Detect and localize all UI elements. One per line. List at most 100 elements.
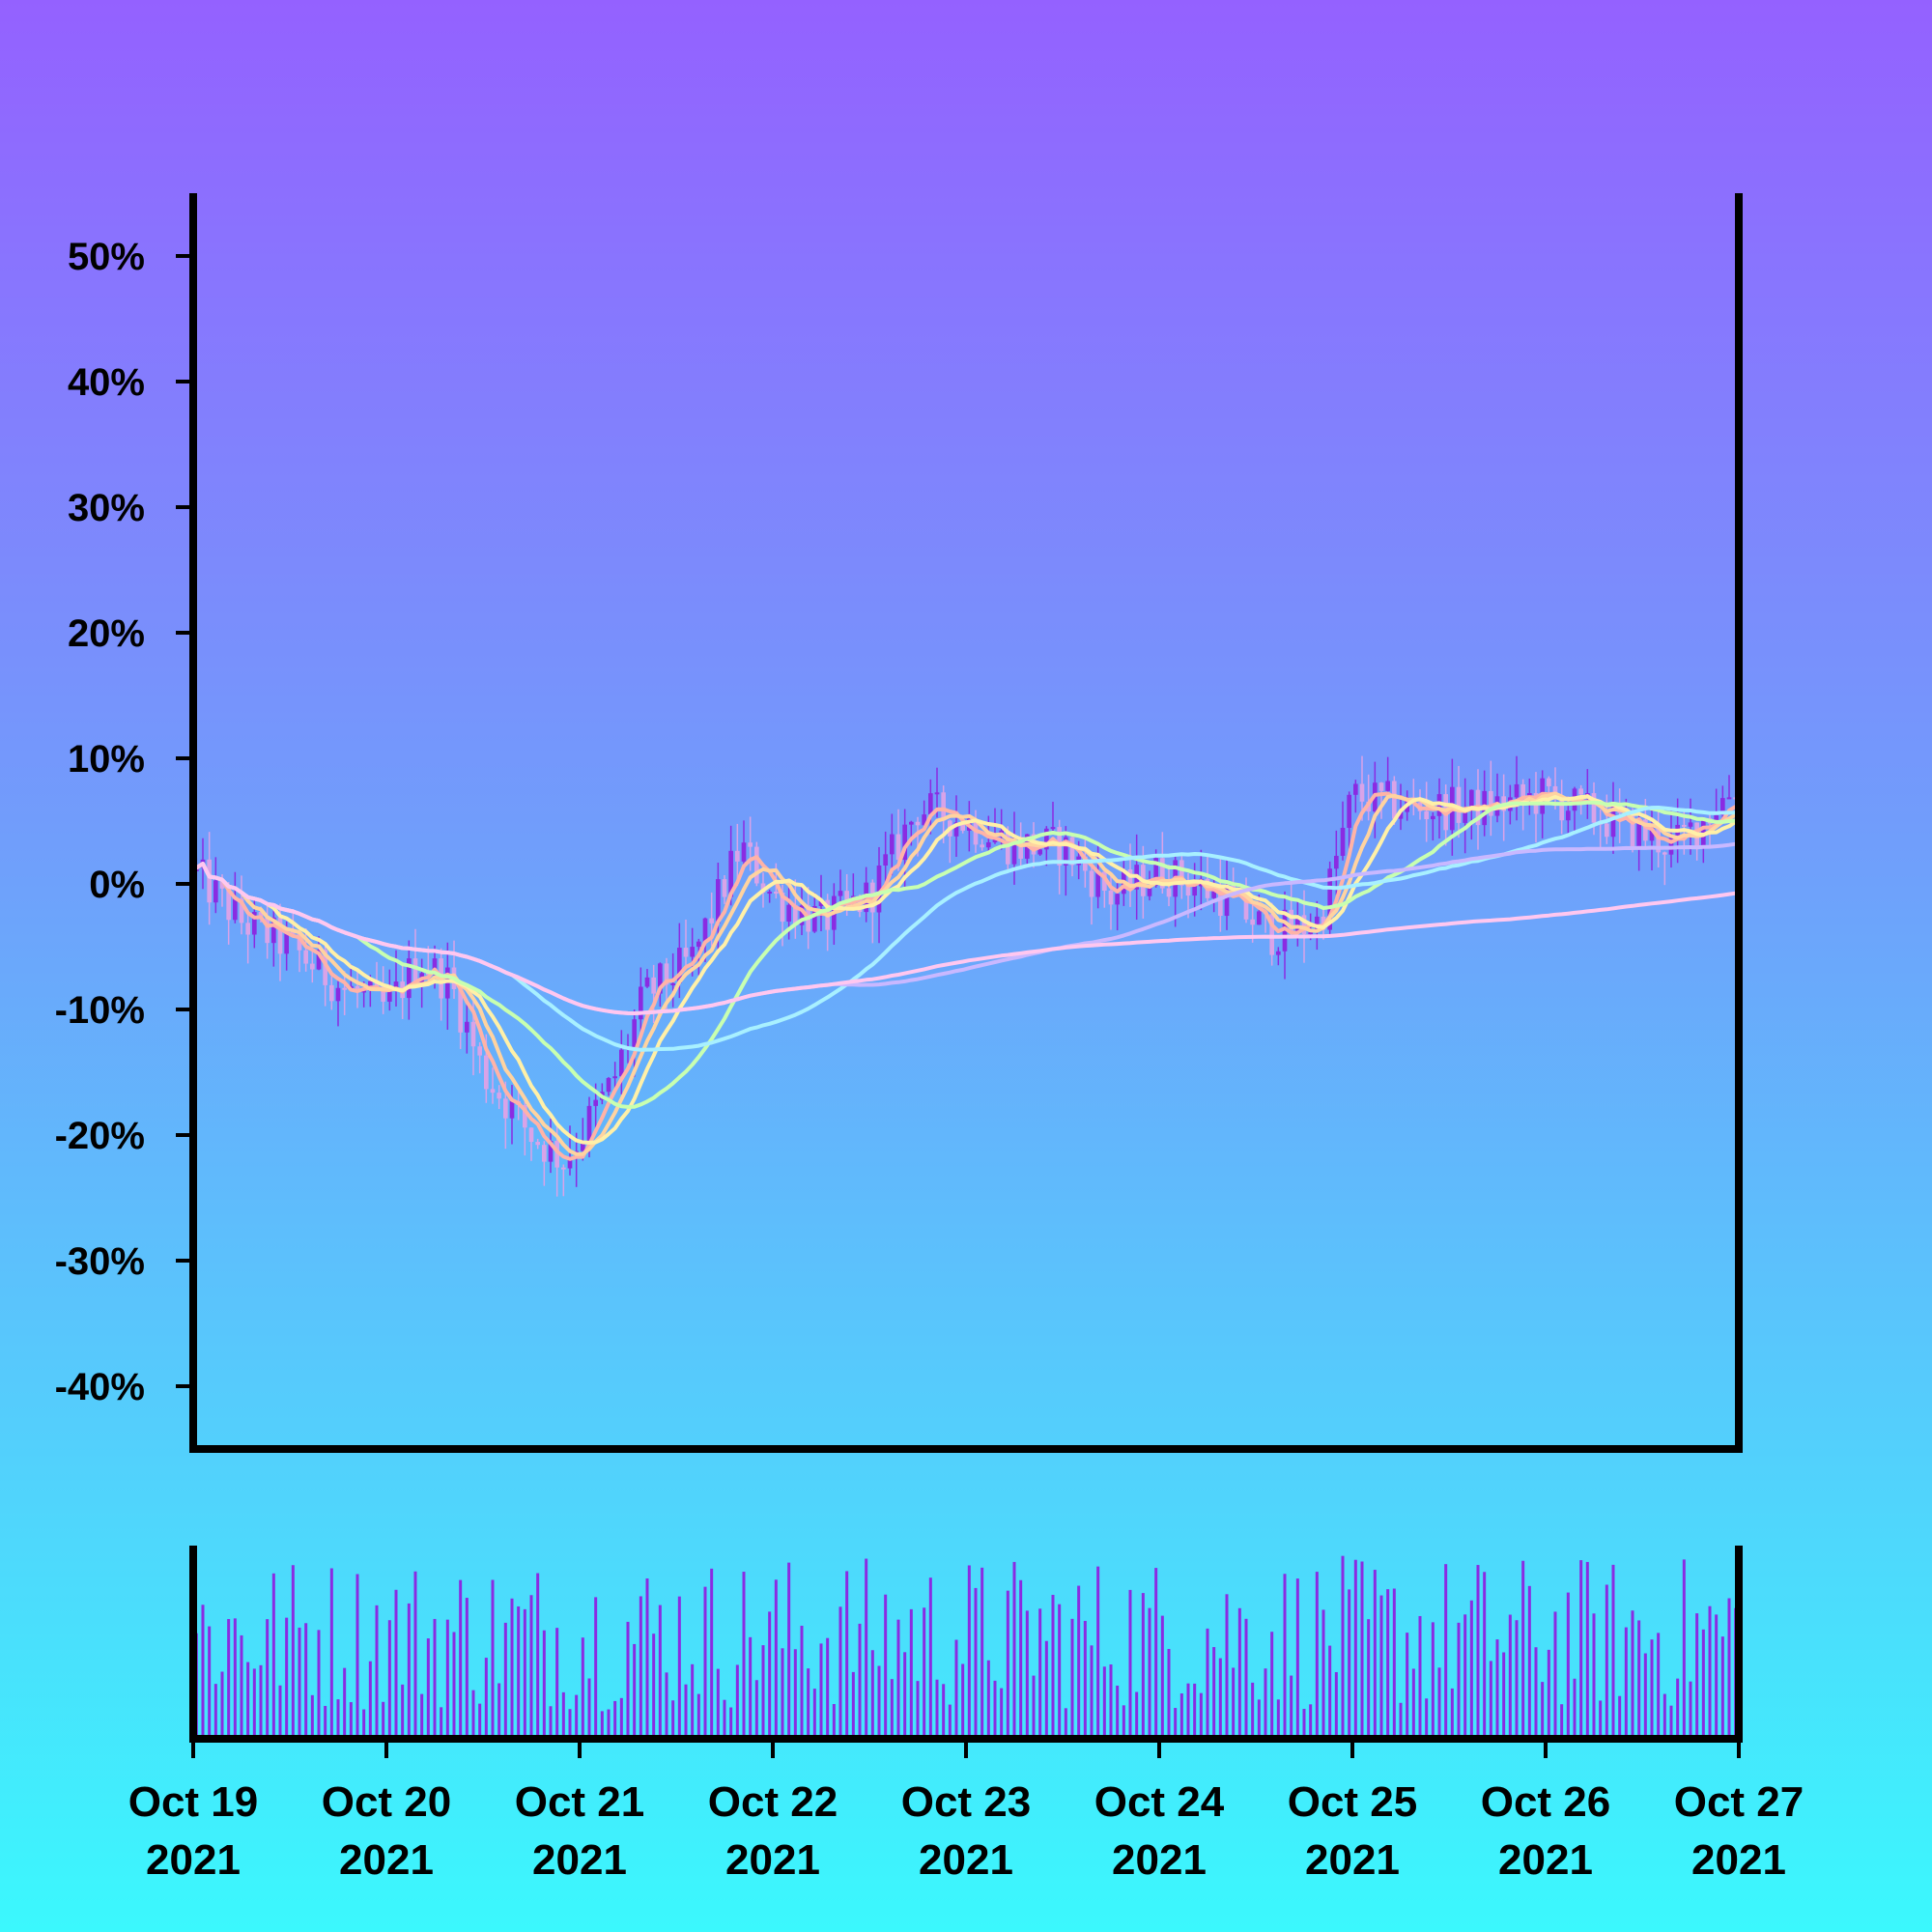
volume-bar: [607, 1709, 611, 1739]
candle-body: [741, 842, 747, 862]
candle-body: [1636, 819, 1641, 849]
volume-bar: [1720, 1636, 1724, 1739]
volume-bar: [884, 1594, 888, 1739]
candle-body: [335, 987, 341, 1002]
volume-bar: [1399, 1702, 1403, 1739]
y-tick-label: -40%: [55, 1366, 145, 1408]
volume-bar: [1715, 1614, 1719, 1739]
moving-average-line-5: [195, 791, 1737, 1161]
candle-body: [1095, 871, 1100, 897]
candle-body: [928, 793, 933, 815]
volume-bar: [1682, 1559, 1686, 1739]
candle-body: [1431, 815, 1435, 820]
y-tick-label: 40%: [68, 361, 145, 404]
volume-bar: [1334, 1671, 1338, 1739]
volume-bar: [1025, 1610, 1029, 1739]
volume-bar: [665, 1672, 668, 1739]
volume-bar: [1489, 1661, 1492, 1739]
candle-body: [1276, 951, 1281, 955]
candle-body: [1552, 785, 1558, 797]
candle-body: [1011, 838, 1017, 865]
candle-body: [909, 821, 914, 825]
volume-bar: [613, 1700, 617, 1739]
volume-bar: [445, 1619, 449, 1739]
candle-body: [1649, 827, 1655, 841]
volume-bar: [1444, 1564, 1448, 1739]
volume-bar: [355, 1574, 359, 1739]
candle-body: [1160, 858, 1165, 889]
volume-bar: [1457, 1622, 1461, 1739]
volume-bar: [1199, 1692, 1203, 1739]
volume-bar: [382, 1701, 385, 1739]
volume-bar: [1064, 1708, 1067, 1739]
volume-bar: [1534, 1647, 1538, 1739]
volume-bar: [961, 1663, 965, 1739]
candle-body: [561, 1167, 566, 1170]
candle-body: [1456, 786, 1462, 823]
x-tick-label-year: 2021: [1498, 1836, 1593, 1884]
candle-body: [683, 948, 689, 957]
volume-bar: [787, 1562, 791, 1739]
candle-body: [606, 1077, 611, 1093]
volume-bar: [394, 1589, 398, 1739]
candle-body: [323, 950, 327, 985]
candle-body: [303, 950, 308, 964]
volume-bar: [1592, 1613, 1596, 1739]
candle-body: [1353, 783, 1358, 795]
volume-bar: [1418, 1615, 1422, 1739]
volume-bar: [220, 1671, 224, 1739]
candle-body: [1720, 798, 1725, 815]
candle-body: [465, 1021, 469, 1033]
x-tick-label: Oct 27: [1674, 1778, 1804, 1826]
volume-bar: [1483, 1572, 1487, 1739]
volume-bar: [812, 1689, 816, 1739]
x-tick-label: Oct 20: [322, 1778, 452, 1826]
candle-body: [1489, 790, 1493, 816]
volume-bar: [1624, 1627, 1628, 1739]
candle-body: [1218, 888, 1223, 917]
volume-bar: [1270, 1632, 1274, 1739]
candle-body: [233, 898, 238, 921]
volume-bar: [865, 1558, 868, 1739]
volume-bar: [1411, 1668, 1415, 1739]
volume-bar: [1128, 1589, 1132, 1739]
candle-body: [934, 792, 940, 795]
candle-body: [658, 963, 663, 994]
candle-body: [393, 981, 399, 991]
volume-bar: [1657, 1633, 1661, 1739]
volume-bar: [387, 1620, 391, 1739]
candle-body: [696, 941, 701, 948]
volume-bar: [1637, 1620, 1641, 1739]
volume-bar: [807, 1668, 810, 1739]
volume-bar: [1450, 1688, 1454, 1739]
candle-body: [407, 958, 412, 999]
volume-bar: [1360, 1561, 1364, 1739]
volume-bar: [201, 1605, 205, 1739]
volume-bar: [246, 1662, 250, 1739]
volume-bar: [948, 1704, 952, 1739]
candle-body: [213, 880, 218, 903]
candle-body: [1069, 837, 1075, 866]
volume-bar: [1579, 1560, 1583, 1739]
volume-bar: [298, 1627, 301, 1739]
volume-bar: [870, 1650, 874, 1739]
candle-body: [1018, 838, 1023, 859]
candle-body: [1308, 932, 1313, 935]
volume-bar: [1044, 1640, 1048, 1739]
volume-bar: [329, 1568, 333, 1739]
candle-body: [528, 1127, 534, 1143]
volume-bar: [1431, 1622, 1435, 1739]
volume-bar: [967, 1565, 971, 1739]
y-tick-label: 50%: [68, 236, 145, 278]
x-tick-label-year: 2021: [919, 1836, 1013, 1884]
x-tick-label: Oct 26: [1481, 1778, 1611, 1826]
volume-bar: [1515, 1620, 1519, 1739]
volume-bar: [561, 1691, 565, 1739]
volume-bar: [324, 1705, 327, 1739]
volume-bar: [1541, 1682, 1545, 1739]
candle-body: [1610, 805, 1616, 838]
candle-body: [786, 904, 791, 923]
volume-bar: [208, 1626, 212, 1739]
candle-body: [219, 880, 225, 889]
candle-body: [664, 963, 669, 985]
